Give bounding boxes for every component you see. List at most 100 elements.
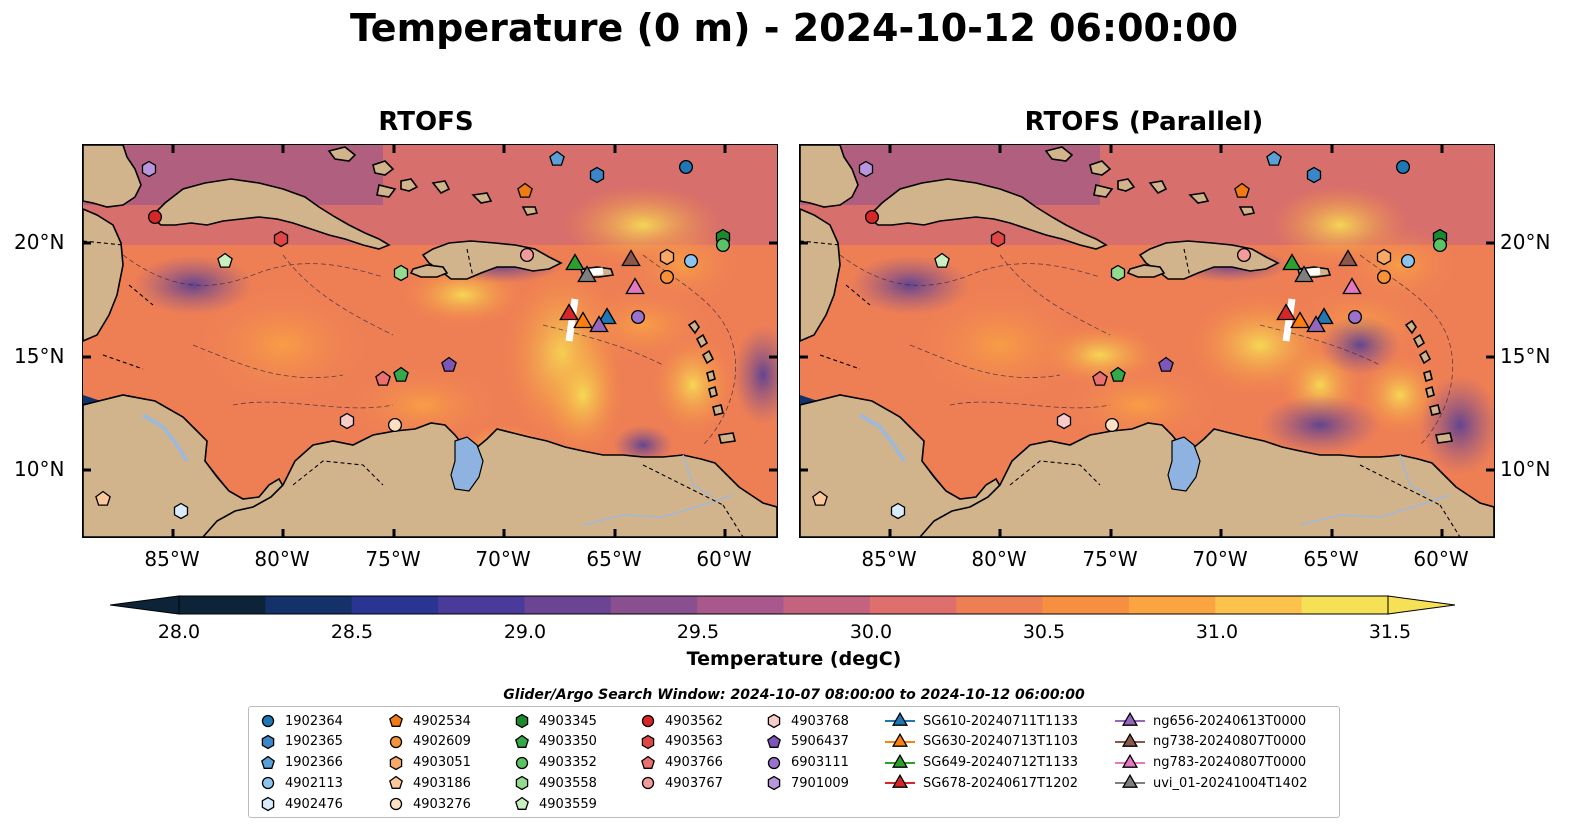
legend-marker [261,777,275,790]
legend-item: 4903051 [387,753,471,773]
legend-item: 1902364 [259,711,343,731]
colorbar-tick: 31.5 [1368,621,1412,643]
marker-5906437 [1158,356,1174,372]
legend-marker [1121,753,1139,768]
marker-4903352 [715,237,731,253]
legend-label: 4903562 [665,713,723,729]
marker-SG610-20240711T1133 [1314,307,1334,325]
marker-6903111 [630,309,646,325]
marker-4903186 [95,490,111,506]
figure-title: Temperature (0 m) - 2024-10-12 06:00:00 [349,6,1239,50]
legend-marker-icon [389,798,403,811]
legend-marker [767,713,781,729]
legend-label: 4902534 [413,713,471,729]
legend-label: 4903186 [413,775,471,791]
marker-SG678-20240617T1202 [559,303,579,321]
marker-SG649-20240712T1133 [1282,253,1302,271]
depth-contours [839,254,1454,446]
legend-item: ng738-20240807T0000 [1115,732,1306,752]
legend-marker [891,732,909,747]
colorbar-label: Temperature (degC) [686,648,902,670]
landmass [201,422,777,537]
marker-1902366 [1266,150,1282,166]
mid-eddy [623,225,743,305]
legend-label: 4903768 [791,713,849,729]
lon-label-75w: 75°W [365,547,421,571]
mid-eddy [1340,225,1460,305]
colorbar-bin [956,596,1044,614]
legend-label: SG610-20240711T1133 [923,713,1079,729]
legend-marker-icon [767,756,781,769]
landmass [149,178,391,250]
colorbar-bin [697,596,784,614]
legend-item: 4903766 [639,753,723,773]
map-panel-rtofs [82,144,778,538]
marker-uvi_01-20241004T1402 [1294,265,1314,283]
colorbar [110,595,1455,615]
legend-label: ng783-20240807T0000 [1153,755,1307,771]
cool-eddy [850,255,970,315]
legend-marker-icon [641,755,655,769]
legend-item: 4903559 [513,794,597,814]
marker-ng656-20240613T0000 [589,315,609,333]
legend-item: ng783-20240807T0000 [1115,753,1306,773]
legend-marker-icon [261,755,275,769]
lon-label-75w: 75°W [1082,547,1138,571]
landmass [83,145,142,208]
colorbar-outline [178,595,1389,615]
legend-item: 4903562 [639,711,723,731]
marker-4903768 [339,412,355,430]
legend-marker-icon [261,714,275,728]
legend-marker [515,776,529,791]
marker-4903563 [273,230,289,248]
colorbar-bin [438,596,525,614]
legend-marker [389,798,403,811]
legend-marker [515,756,529,769]
legend-marker [767,776,781,791]
mid-eddy [193,285,373,405]
legend-marker [767,756,781,769]
marker-4902534 [517,182,533,198]
legend-item: SG630-20240713T1103 [885,732,1078,752]
landmass [327,146,539,216]
marker-4902609 [1376,269,1392,285]
legend-item: 1902365 [259,732,343,752]
legend-marker [1121,712,1139,726]
lake-maracaibo [1167,436,1201,492]
legend-marker [641,755,655,769]
marker-4903767 [519,247,535,263]
marker-1902364 [1395,159,1411,175]
marker-4903559 [217,252,233,268]
legend-marker [891,774,909,789]
marker-4903559 [934,252,950,268]
marker-4902476 [890,502,906,520]
colorbar-tick: 30.0 [849,621,893,643]
legend-marker-icon [261,734,275,750]
legend-label: 4902113 [285,775,343,791]
colorbar-bin [869,596,957,614]
legend-item: 4903345 [513,711,597,731]
legend-label: 4903558 [539,775,597,791]
lake-maracaibo [450,436,484,492]
legend-label: 4903767 [665,775,723,791]
legend-item: 4903186 [387,773,471,793]
legend-marker-icon [1115,774,1145,789]
marker-4903558 [1110,264,1126,282]
legend-label: ng656-20240613T0000 [1153,713,1307,729]
marker-ng656-20240613T0000 [1306,315,1326,333]
lat-label-15n-left: 15°N [14,344,65,368]
legend-item: 4902476 [259,794,343,814]
landmass [800,145,859,208]
country-borders [800,240,1461,537]
marker-ng738-20240807T0000 [1338,249,1358,267]
legend-marker-icon [515,713,529,729]
legend-label: SG649-20240712T1133 [923,755,1079,771]
legend-item: 4903352 [513,753,597,773]
legend-label: SG630-20240713T1103 [923,734,1079,750]
legend-marker-icon [389,713,403,727]
legend-label: SG678-20240617T1202 [923,775,1079,791]
colorbar-tick: 28.0 [157,621,201,643]
legend-marker [891,753,909,768]
marker-SG678-20240617T1202 [1276,303,1296,321]
marker-4903276 [387,417,403,433]
